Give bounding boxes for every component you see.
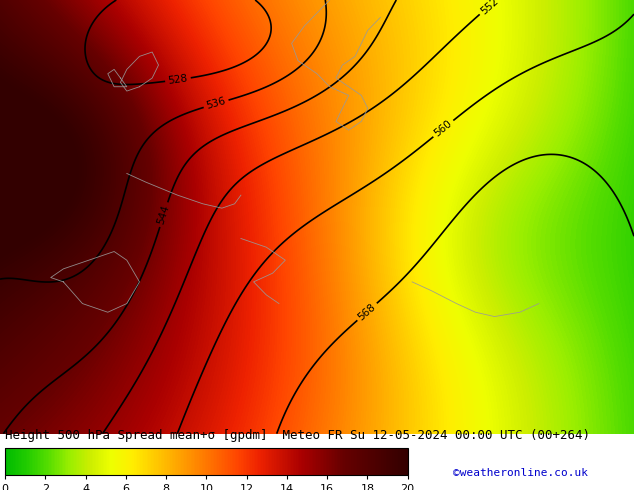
Text: ©weatheronline.co.uk: ©weatheronline.co.uk: [453, 468, 588, 478]
Text: Height 500 hPa Spread mean+σ [gpdm]  Meteo FR Su 12-05-2024 00:00 UTC (00+264): Height 500 hPa Spread mean+σ [gpdm] Mete…: [5, 429, 590, 442]
Text: 552: 552: [479, 0, 500, 16]
Text: 528: 528: [167, 74, 188, 86]
Text: 560: 560: [432, 119, 454, 139]
Text: 568: 568: [356, 301, 378, 322]
Text: 544: 544: [156, 204, 172, 225]
Text: 536: 536: [205, 96, 227, 111]
